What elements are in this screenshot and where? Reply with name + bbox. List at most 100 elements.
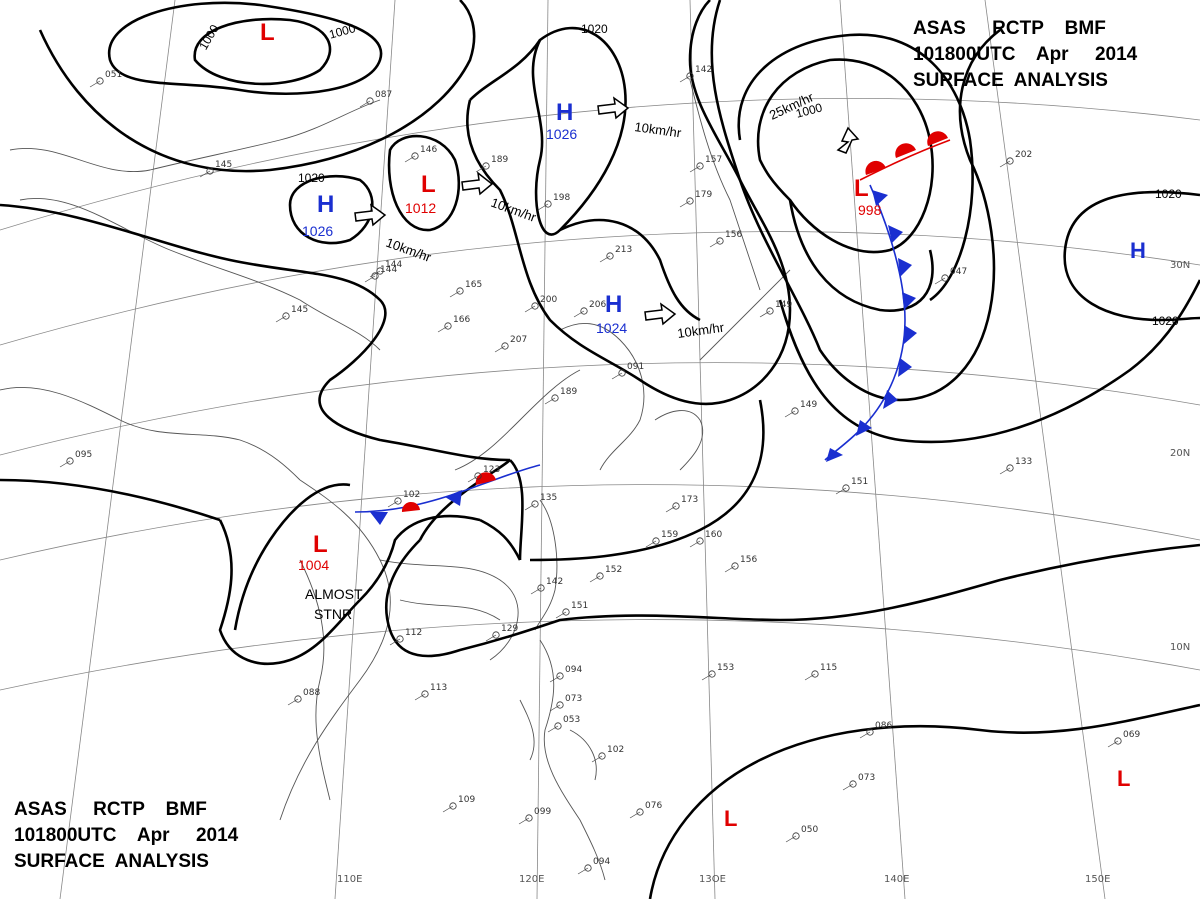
station-pressure: 095 (75, 450, 92, 460)
wind-barb (275, 315, 287, 323)
wind-barb (577, 867, 589, 875)
wind-barb (555, 611, 567, 619)
station-circle (444, 322, 452, 330)
wind-barb (389, 638, 401, 646)
wind-barb (611, 372, 623, 380)
wind-barb (549, 675, 561, 683)
station-pressure: 198 (553, 193, 570, 203)
low-letter: L (1117, 766, 1130, 791)
station-pressure: 189 (491, 155, 508, 165)
station-pressure: 156 (740, 555, 757, 565)
station-pressure: 123 (483, 465, 500, 475)
station-circle (636, 808, 644, 816)
low-letter: L (854, 175, 869, 202)
wind-barb (549, 704, 561, 712)
wind-barb (414, 693, 426, 701)
station-circle (531, 302, 539, 310)
station-circle (598, 752, 606, 760)
motion-arrows (354, 96, 860, 326)
wind-barb (709, 240, 721, 248)
station-pressure: 207 (510, 335, 527, 345)
wind-barb (537, 203, 549, 211)
station-pressure: 047 (950, 267, 967, 277)
wind-barb (449, 290, 461, 298)
station-circle (1006, 464, 1014, 472)
station-circle (596, 572, 604, 580)
station-pressure: 144 (385, 260, 402, 270)
title-line-3: SURFACE ANALYSIS (14, 851, 209, 872)
low-value: 1012 (405, 200, 436, 216)
station-pressure: 053 (563, 715, 580, 725)
station-pressure: 200 (540, 295, 557, 305)
station-circle (696, 537, 704, 545)
chart-title-bottom: ASAS RCTP BMF 101800UTC Apr 2014 SURFACE… (14, 797, 238, 875)
motion-arrow (597, 96, 630, 120)
wind-barb (842, 783, 854, 791)
station-pressure: 112 (405, 628, 422, 638)
motion-labels: 10km/hr 10km/hr 10km/hr 10km/hr 25km/hr (384, 89, 816, 341)
low-letter: L (724, 806, 737, 831)
isobar-label: 1000 (328, 21, 358, 42)
low-letter: L (260, 19, 275, 46)
wind-barb (369, 270, 381, 278)
wind-barb (59, 460, 71, 468)
station-circle (554, 722, 562, 730)
low-value: 1004 (298, 557, 329, 573)
longitude-label: 13OE (699, 874, 726, 885)
isobar-label: 1020 (298, 171, 325, 185)
station-pressure: 144 (380, 265, 397, 275)
station-pressure: 152 (605, 565, 622, 575)
station-pressure: 166 (453, 315, 470, 325)
station-pressure: 157 (705, 155, 722, 165)
station-pressure: 142 (546, 577, 563, 587)
wind-barb (485, 634, 497, 642)
station-circle (449, 802, 457, 810)
isobar-labels: 1000 1000 1020 1020 1000 1020 1020 (196, 21, 1182, 328)
wind-barb (835, 487, 847, 495)
isobar-label: 1020 (581, 22, 608, 36)
title-line-2: 101800UTC Apr 2014 (913, 44, 1138, 65)
longitude-label: 140E (884, 874, 909, 885)
station-pressure: 165 (465, 280, 482, 290)
pressure-systems: L H 1026 H 1026 L 1012 H 1024 L 998 H L … (260, 19, 1146, 831)
station-pressure: 073 (858, 773, 875, 783)
station-circle (551, 394, 559, 402)
wind-barb (629, 811, 641, 819)
wind-barb (679, 75, 691, 83)
station-pressure: 160 (705, 530, 722, 540)
high-value: 1026 (302, 223, 333, 239)
station-circle (206, 167, 214, 175)
stationary-annotation: ALMOST STNR (305, 586, 363, 622)
station-circle (537, 584, 545, 592)
coastlines (0, 79, 791, 881)
station-pressure: 086 (875, 721, 892, 731)
station-pressure: 133 (1015, 457, 1032, 467)
station-circle (849, 780, 857, 788)
latitude-label: 20N (1170, 448, 1190, 459)
wind-barb (934, 277, 946, 285)
chart-title-top: ASAS RCTP BMF 101800UTC Apr 2014 SURFACE… (913, 16, 1137, 94)
station-circle (421, 690, 429, 698)
station-circle (544, 200, 552, 208)
wind-barb (999, 467, 1011, 475)
wind-barb (591, 755, 603, 763)
wind-barb (475, 165, 487, 173)
graticule-labels: 110E 120E 13OE 140E 150E 30N 20N 10N (337, 260, 1190, 885)
high-letter: H (1130, 238, 1146, 263)
station-circle (525, 814, 533, 822)
wind-barb (467, 475, 479, 483)
station-circle (396, 635, 404, 643)
isobar-label: 1000 (794, 100, 824, 121)
low-letter: L (421, 171, 436, 198)
wind-barb (404, 155, 416, 163)
station-pressure: 149 (775, 300, 792, 310)
wind-barb (364, 275, 376, 283)
station-pressure: 073 (565, 694, 582, 704)
title-line-3: SURFACE ANALYSIS (913, 70, 1108, 91)
wind-barb (518, 817, 530, 825)
station-pressure: 153 (717, 663, 734, 673)
station-circle (376, 267, 384, 275)
title-line-2: 101800UTC Apr 2014 (14, 825, 239, 846)
wind-barb (784, 410, 796, 418)
